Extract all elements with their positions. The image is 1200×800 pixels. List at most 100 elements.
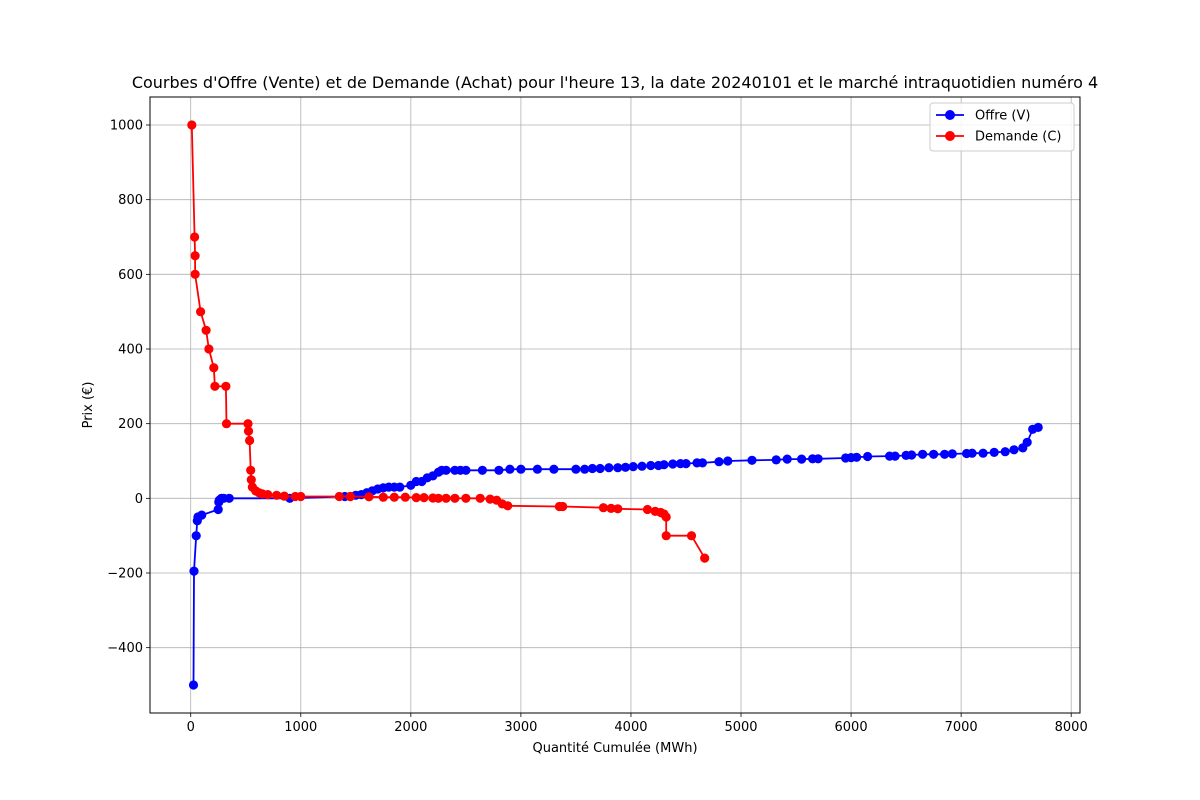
grid [150,97,1080,713]
data-point-offre [747,455,757,465]
x-tick-label: 8000 [1055,720,1088,735]
x-tick-label: 5000 [724,720,757,735]
x-tick-label: 2000 [394,720,427,735]
data-point-demande [204,344,214,354]
data-point-demande [279,491,289,501]
data-point-offre [697,458,708,468]
data-point-offre [628,462,638,472]
data-point-offre [1033,422,1043,432]
data-point-demande [558,501,568,512]
data-point-demande [419,493,429,503]
data-point-offre [505,464,515,474]
x-tick-label: 3000 [504,720,537,735]
data-point-offre [494,465,504,475]
data-point-offre [907,450,917,460]
data-point-demande [661,512,671,522]
data-point-demande [246,465,256,475]
data-point-offre [532,464,543,474]
data-point-demande [450,493,460,503]
data-point-demande [441,493,451,503]
data-point-demande [263,490,273,500]
data-point-offre [1000,447,1010,457]
data-point-demande [243,426,254,436]
data-point-demande [245,435,255,446]
data-point-offre [1022,437,1032,447]
data-point-demande [661,531,671,541]
y-tick-label: 0 [135,492,143,507]
plot-series [187,120,1043,690]
data-point-demande [461,493,471,503]
y-tick-label: 1000 [110,119,143,134]
data-point-demande [364,492,374,502]
data-point-offre [441,465,451,475]
data-point-offre [1009,445,1019,455]
data-point-demande [700,553,710,563]
data-point-offre [613,463,623,473]
data-point-offre [224,493,234,503]
plot-frame [149,96,1081,714]
data-point-offre [863,451,873,462]
data-point-offre [197,510,207,520]
data-point-demande [196,307,206,317]
data-point-offre [852,452,862,462]
data-point-offre [646,460,656,471]
data-point-demande [433,493,443,503]
x-axis-title: Quantité Cumulée (MWh) [532,741,697,756]
data-point-demande [475,493,485,503]
data-point-offre [668,459,678,469]
data-point-offre [580,464,590,474]
y-tick-label: 400 [118,343,143,358]
data-point-offre [929,449,939,459]
data-point-demande [296,491,306,502]
y-axis-title: Prix (€) [81,382,96,429]
data-point-demande [642,504,653,515]
y-tick-label: −400 [107,641,143,656]
data-point-demande [187,120,197,130]
legend-marker-offre [945,110,955,120]
data-point-offre [681,459,691,469]
data-point-offre [714,457,724,467]
data-point-offre [213,504,223,515]
data-point-offre [782,454,792,464]
data-point-offre [797,454,807,464]
data-point-demande [201,325,211,335]
data-point-offre [191,531,201,541]
data-point-demande [400,492,410,502]
data-point-offre [587,463,598,474]
data-point-offre [549,464,559,474]
data-point-offre [637,461,647,471]
data-point-demande [272,490,282,500]
data-point-demande [221,419,232,429]
data-point-offre [723,456,733,466]
legend: Offre (V) Demande (C) [929,102,1075,152]
data-point-offre [978,448,988,458]
data-point-demande [190,269,200,279]
data-point-offre [516,464,526,474]
data-point-demande [378,492,388,502]
legend-label-offre: Offre (V) [975,109,1030,124]
chart-title: Courbes d'Offre (Vente) et de Demande (A… [132,73,1098,92]
y-tick-label: 200 [118,417,143,432]
data-point-demande [606,503,616,513]
data-point-offre [989,447,999,457]
x-tick-label: 7000 [945,720,978,735]
data-point-offre [477,465,487,475]
data-point-offre [659,460,669,470]
legend-box [929,102,1075,152]
data-point-offre [571,464,581,474]
data-point-demande [686,531,697,541]
data-point-offre [461,465,471,475]
data-point-demande [389,492,399,502]
x-tick-label: 4000 [614,720,647,735]
axis-ticks: 0 1000 2000 3000 4000 5000 6000 7000 8000−400−20… [107,119,1087,736]
data-point-demande [613,504,623,514]
x-tick-label: 1000 [284,720,317,735]
series-offre [188,422,1043,690]
data-point-demande [209,363,219,373]
data-point-offre [188,680,199,690]
data-point-demande [243,419,253,429]
data-point-demande [246,475,256,485]
y-tick-label: 800 [118,193,143,208]
data-point-offre [189,566,199,576]
